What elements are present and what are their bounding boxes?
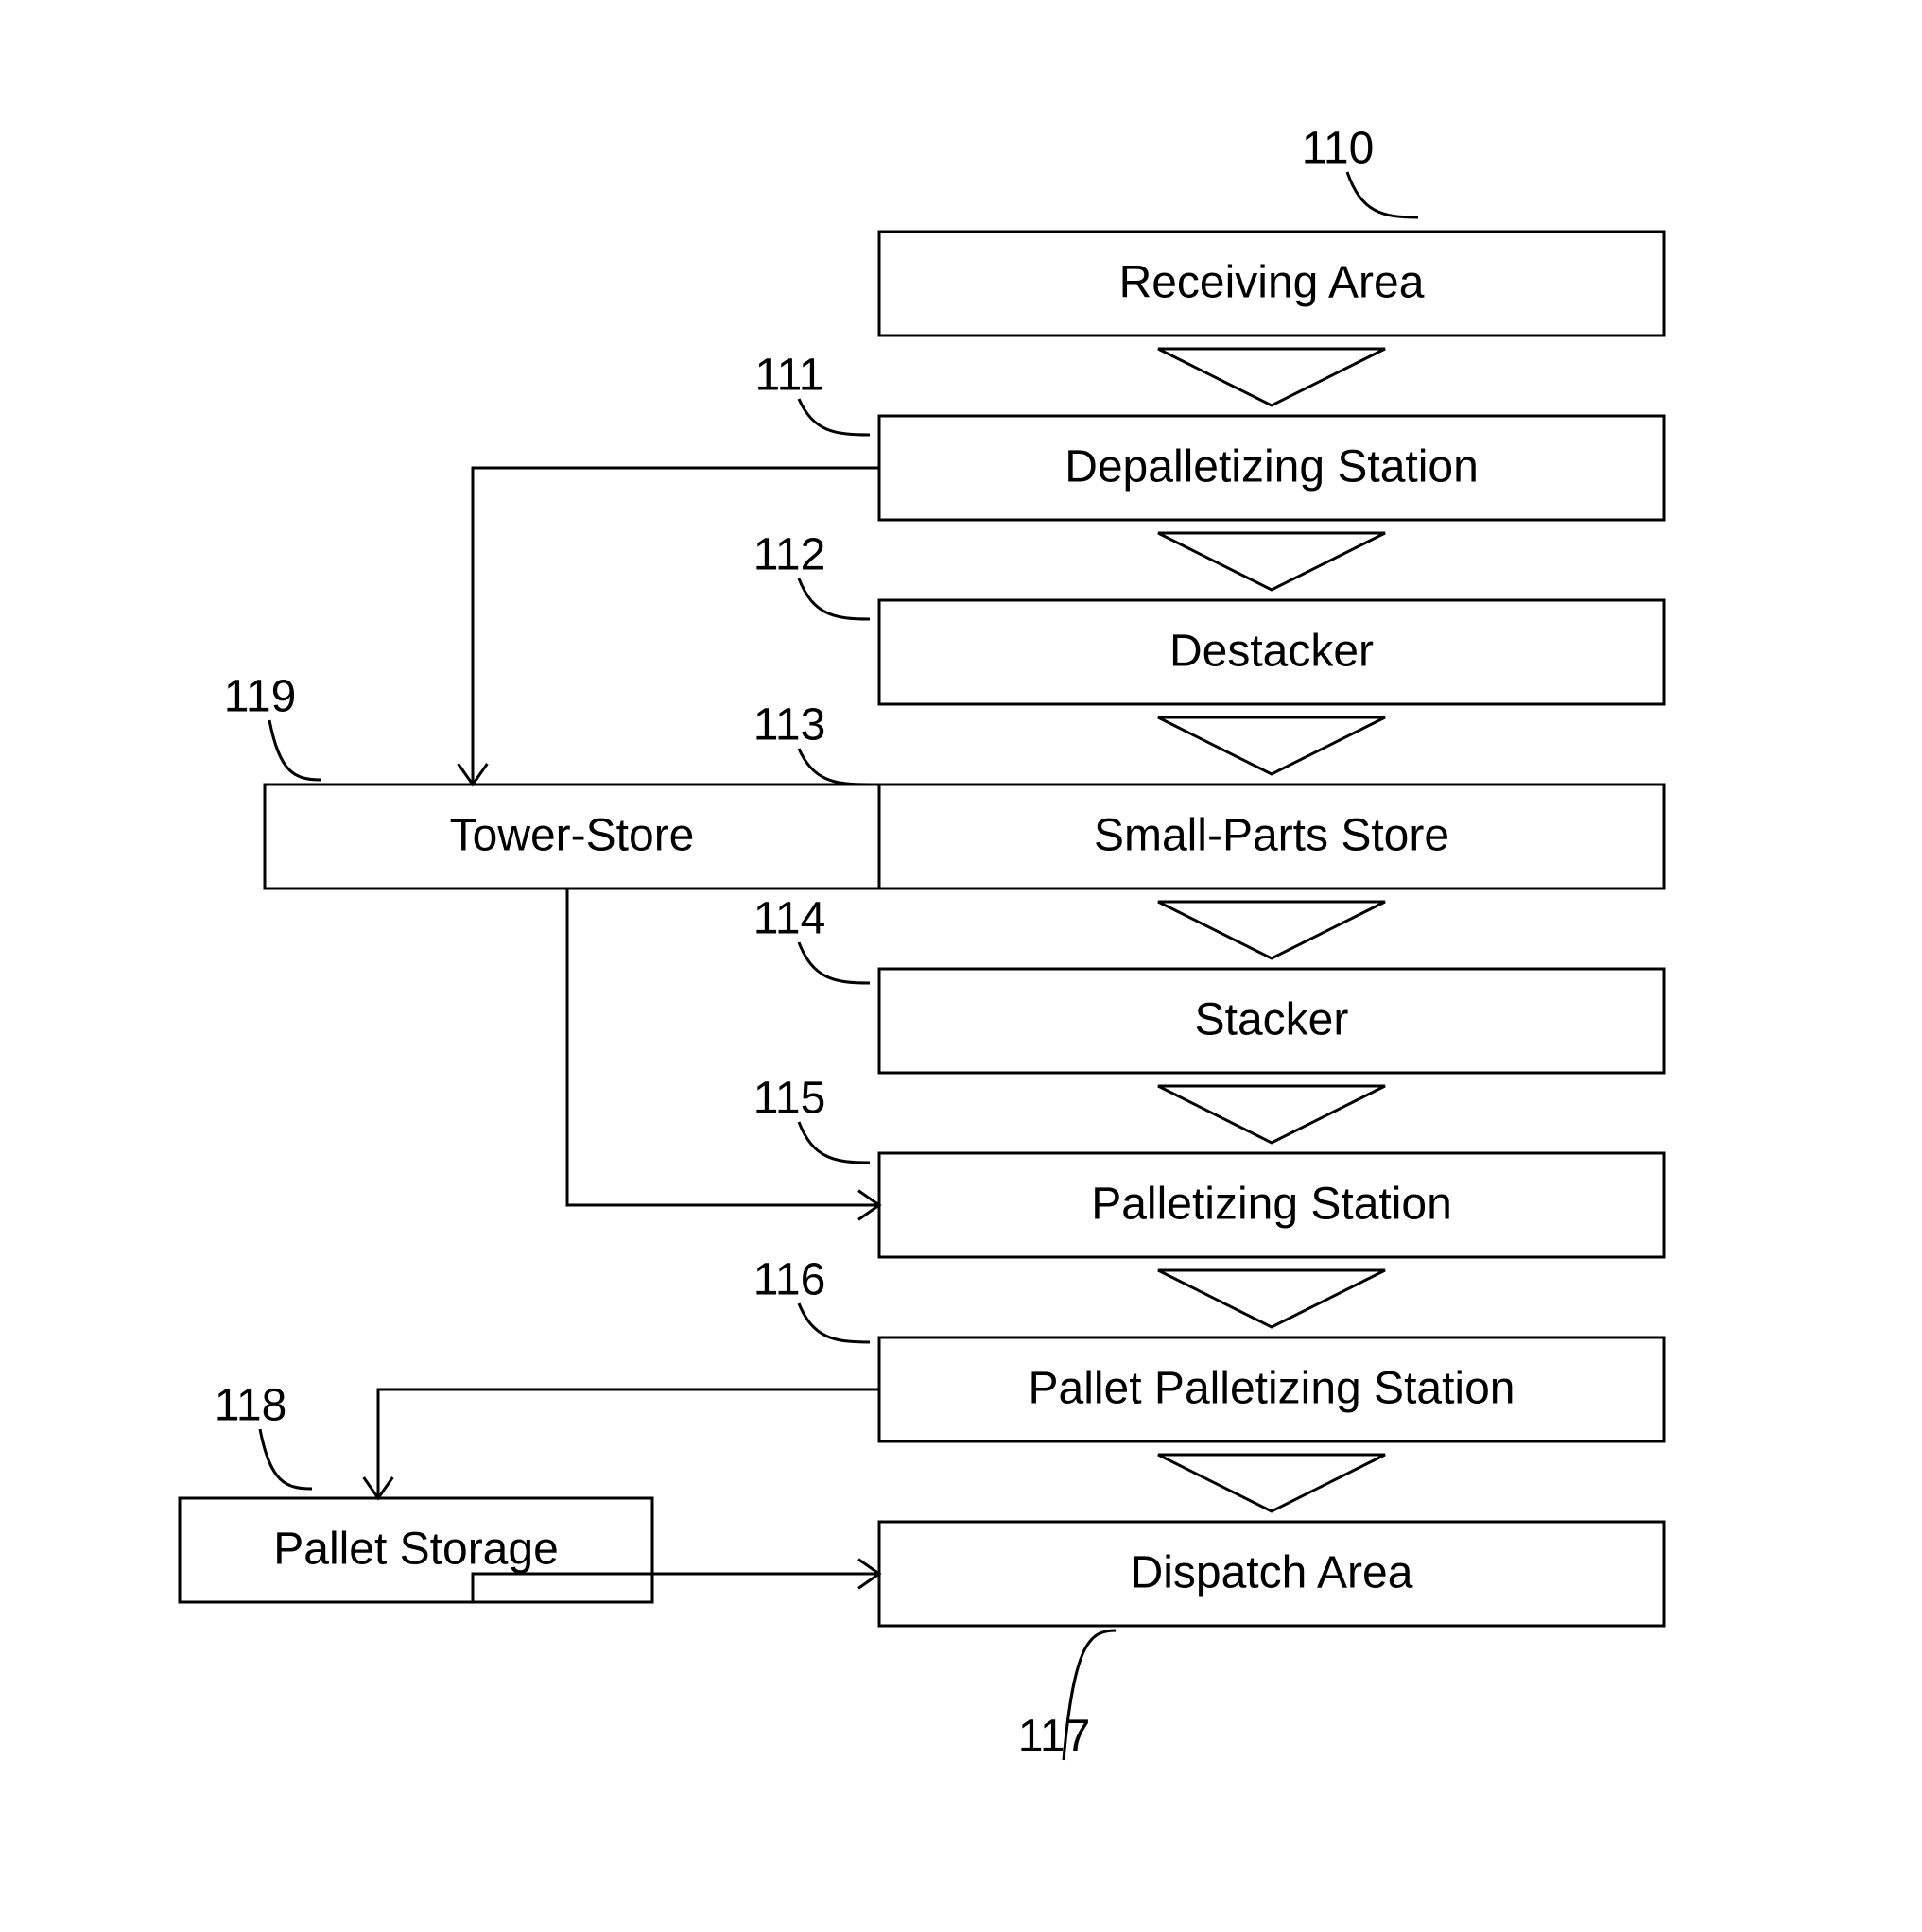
ref-119: 119 bbox=[224, 672, 297, 722]
box-dispatch: Dispatch Area bbox=[879, 1522, 1664, 1626]
box-receiving-label: Receiving Area bbox=[1119, 258, 1425, 308]
box-pallet_palletize-label: Pallet Palletizing Station bbox=[1029, 1364, 1515, 1414]
ref-114: 114 bbox=[753, 894, 826, 944]
box-tower-store-label: Tower-Store bbox=[450, 811, 695, 861]
route-palpal-to-storage bbox=[378, 1389, 879, 1498]
box-palletizing-label: Palletizing Station bbox=[1091, 1180, 1452, 1230]
box-small_parts-label: Small-Parts Store bbox=[1094, 811, 1449, 861]
flow-arrow-down bbox=[1158, 717, 1385, 774]
ref-112: 112 bbox=[753, 530, 826, 580]
flow-arrow-down bbox=[1158, 1086, 1385, 1143]
box-destacker-label: Destacker bbox=[1169, 627, 1374, 677]
box-receiving: Receiving Area bbox=[879, 232, 1664, 336]
box-pallet-storage: Pallet Storage bbox=[180, 1498, 652, 1602]
flow-arrow-down bbox=[1158, 349, 1385, 405]
leader-line bbox=[799, 1303, 870, 1342]
box-depalletizing: Depalletizing Station bbox=[879, 416, 1664, 520]
leader-line bbox=[799, 942, 870, 983]
box-destacker: Destacker bbox=[879, 600, 1664, 704]
leader-line bbox=[799, 749, 870, 785]
flow-arrow-down bbox=[1158, 1455, 1385, 1511]
ref-110: 110 bbox=[1302, 124, 1375, 174]
box-stacker-label: Stacker bbox=[1195, 995, 1349, 1045]
ref-116: 116 bbox=[753, 1255, 826, 1305]
flow-arrow-down bbox=[1158, 533, 1385, 590]
ref-115: 115 bbox=[753, 1074, 826, 1124]
leader-line bbox=[260, 1429, 312, 1489]
flow-arrow-down bbox=[1158, 902, 1385, 958]
leader-line bbox=[799, 399, 870, 435]
box-small_parts: Small-Parts Store bbox=[879, 785, 1664, 888]
flow-arrow-down bbox=[1158, 1270, 1385, 1327]
box-stacker: Stacker bbox=[879, 969, 1664, 1073]
box-depalletizing-label: Depalletizing Station bbox=[1065, 442, 1479, 492]
box-pallet-storage-label: Pallet Storage bbox=[273, 1525, 559, 1575]
box-tower-store: Tower-Store bbox=[265, 785, 879, 888]
ref-113: 113 bbox=[753, 700, 826, 750]
ref-117: 117 bbox=[1018, 1712, 1091, 1762]
box-dispatch-label: Dispatch Area bbox=[1131, 1548, 1413, 1598]
leader-line bbox=[1347, 172, 1418, 217]
leader-line bbox=[799, 1122, 870, 1163]
leader-line bbox=[269, 720, 321, 780]
box-pallet_palletize: Pallet Palletizing Station bbox=[879, 1337, 1664, 1441]
leader-line bbox=[799, 578, 870, 619]
box-palletizing: Palletizing Station bbox=[879, 1153, 1664, 1257]
ref-118: 118 bbox=[215, 1381, 287, 1431]
ref-111: 111 bbox=[755, 351, 824, 401]
